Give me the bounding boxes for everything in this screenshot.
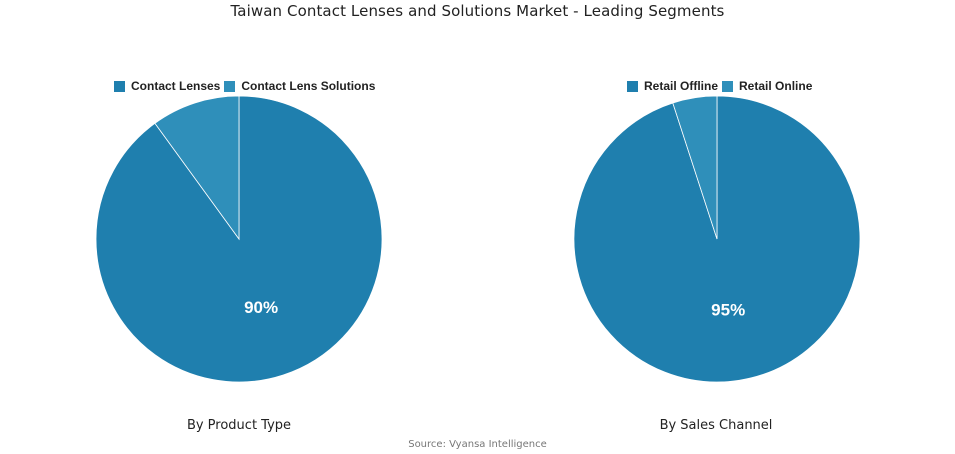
legend-item-contact-lens-solutions: Contact Lens Solutions xyxy=(224,79,375,93)
legend-swatch xyxy=(224,80,236,92)
legend-swatch xyxy=(627,80,638,92)
pie-subtitle-product-type: By Product Type xyxy=(186,418,292,433)
source-note: Source: Vyansa Intelligence xyxy=(408,439,547,450)
legend-label: Contact Lenses xyxy=(131,79,221,93)
legend-label: Retail Offline xyxy=(644,79,719,93)
legend-swatch xyxy=(114,80,125,92)
chart-title: Taiwan Contact Lenses and Solutions Mark… xyxy=(230,2,725,20)
pie-slice-retail-online xyxy=(672,95,718,240)
legend-swatch xyxy=(722,80,734,92)
pie-chart-product-type: 90% xyxy=(95,95,383,383)
legend-item-contact-lenses: Contact Lenses xyxy=(114,79,220,93)
pie-data-label: 95% xyxy=(711,301,745,320)
legend-label: Retail Online xyxy=(739,79,813,93)
pie-subtitle-sales-channel: By Sales Channel xyxy=(659,418,773,433)
pie-data-label: 90% xyxy=(244,298,278,317)
legend-product-type: Contact Lenses Contact Lens Solutions xyxy=(114,79,379,93)
legend-label: Contact Lens Solutions xyxy=(241,79,376,93)
legend-sales-channel: Retail Offline Retail Online xyxy=(627,79,816,93)
legend-item-retail-offline: Retail Offline xyxy=(627,79,718,93)
pie-slice-contact-lens-solutions xyxy=(154,95,240,241)
pie-chart-sales-channel: 95% xyxy=(573,95,861,383)
legend-item-retail-online: Retail Online xyxy=(722,79,812,93)
